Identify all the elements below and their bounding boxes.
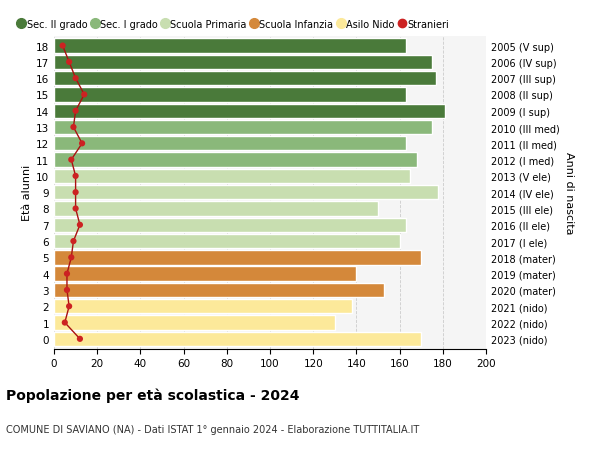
Point	[60, 319, 70, 326]
Bar	[54, 39, 406, 54]
Bar	[54, 169, 410, 184]
Bar	[54, 56, 432, 70]
Text: COMUNE DI SAVIANO (NA) - Dati ISTAT 1° gennaio 2024 - Elaborazione TUTTITALIA.IT: COMUNE DI SAVIANO (NA) - Dati ISTAT 1° g…	[6, 425, 419, 435]
Point	[75, 222, 85, 229]
Point	[68, 238, 78, 245]
Legend: Sec. II grado, Sec. I grado, Scuola Primaria, Scuola Infanzia, Asilo Nido, Stran: Sec. II grado, Sec. I grado, Scuola Prim…	[15, 16, 453, 34]
Point	[58, 43, 67, 50]
Point	[67, 254, 76, 262]
Point	[71, 189, 80, 196]
Point	[71, 75, 80, 83]
Bar	[54, 72, 436, 86]
Bar	[54, 251, 421, 265]
Bar	[54, 121, 432, 135]
Bar	[54, 185, 439, 200]
Point	[64, 59, 74, 67]
Y-axis label: Età alunni: Età alunni	[22, 165, 32, 221]
Bar	[54, 283, 385, 297]
Text: Popolazione per età scolastica - 2024: Popolazione per età scolastica - 2024	[6, 388, 299, 403]
Bar	[54, 267, 356, 281]
Bar	[54, 88, 406, 102]
Bar	[54, 153, 417, 168]
Point	[62, 270, 72, 278]
Y-axis label: Anni di nascita: Anni di nascita	[564, 151, 574, 234]
Point	[71, 108, 80, 115]
Bar	[54, 299, 352, 314]
Point	[68, 124, 78, 131]
Bar	[54, 332, 421, 346]
Point	[71, 205, 80, 213]
Bar	[54, 202, 378, 216]
Bar	[54, 104, 445, 118]
Point	[67, 157, 76, 164]
Bar	[54, 235, 400, 249]
Point	[62, 286, 72, 294]
Point	[79, 91, 89, 99]
Point	[75, 336, 85, 343]
Bar	[54, 218, 406, 232]
Point	[71, 173, 80, 180]
Point	[77, 140, 87, 148]
Bar	[54, 316, 335, 330]
Point	[64, 303, 74, 310]
Bar	[54, 137, 406, 151]
